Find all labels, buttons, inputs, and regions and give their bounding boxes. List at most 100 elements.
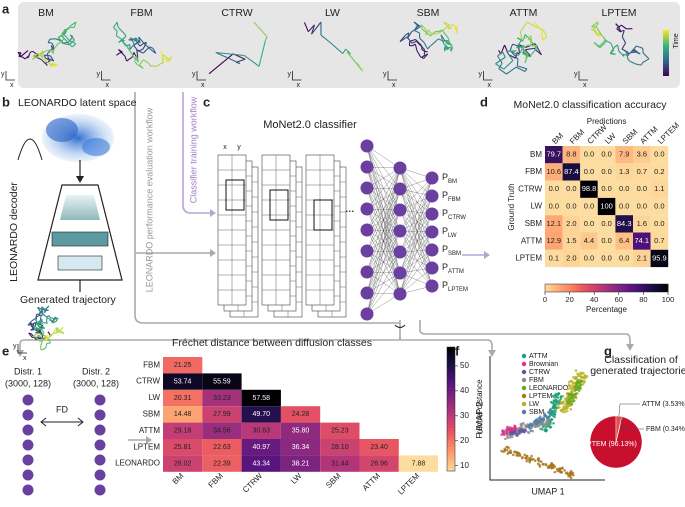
umap-point <box>541 428 544 431</box>
colorbar-segment <box>447 387 455 391</box>
umap-point <box>512 426 515 430</box>
output-subscript: ATTM <box>448 269 464 275</box>
trajectory-segment <box>39 58 42 61</box>
umap-point <box>518 454 522 457</box>
neuron <box>360 160 374 174</box>
trajectory-segment <box>642 48 644 54</box>
trajectory-segment <box>61 26 70 34</box>
umap-point <box>541 462 545 466</box>
trajectory-segment <box>54 64 58 67</box>
neuron <box>425 243 439 257</box>
connection <box>399 167 433 251</box>
cell-label: 74.1 <box>634 236 649 245</box>
legend-marker <box>521 385 527 391</box>
umap-point <box>569 399 572 403</box>
decoder-label: LEONARDO decoder <box>8 182 20 282</box>
neuron <box>425 171 439 185</box>
trajectory-segment <box>497 55 503 64</box>
umap-point <box>534 425 537 428</box>
trajectory-segment <box>447 24 453 30</box>
umap-point <box>549 412 553 416</box>
connection <box>399 188 433 233</box>
neuron <box>360 181 374 195</box>
heatmap-cell <box>650 215 669 233</box>
colorbar-segment <box>588 284 592 292</box>
connection <box>366 272 401 315</box>
colorbar-tick-label: 60 <box>615 295 623 304</box>
trajectory-segment <box>524 54 529 63</box>
heatmap-cell <box>597 215 616 233</box>
trajectory-segment <box>599 39 606 47</box>
connection <box>399 249 433 274</box>
umap-point <box>569 469 573 473</box>
umap-point <box>506 445 509 449</box>
neuron <box>425 225 439 239</box>
connection <box>399 195 433 232</box>
generated-trajectory-segment <box>33 322 37 325</box>
umap-point <box>510 431 513 435</box>
output-label: PCTRW <box>442 208 466 220</box>
umap-point <box>565 409 569 413</box>
trajectory-segment <box>116 52 120 56</box>
trajectory-segment <box>599 41 607 49</box>
legend-label: LEONARDO <box>529 385 569 392</box>
colorbar-segment <box>634 284 638 292</box>
colorbar-segment <box>447 353 455 357</box>
cell-label: 21.25 <box>174 362 192 369</box>
heatmap-cell <box>580 163 598 181</box>
trajectory-segment <box>49 38 56 40</box>
trajectory-segment <box>428 29 431 34</box>
trajectory-segment <box>342 48 347 54</box>
generated-trajectory-segment <box>53 329 58 332</box>
trajectory-segment <box>441 38 445 45</box>
colorbar-segment <box>447 347 455 351</box>
cell-label: 28.02 <box>174 460 192 467</box>
heatmap-cell <box>545 146 563 164</box>
umap-point <box>506 427 509 430</box>
trajectory-segment <box>162 56 170 63</box>
trajectory-segment <box>45 57 51 62</box>
umap-point <box>516 454 520 457</box>
neuron <box>393 161 407 175</box>
generated-trajectory-segment <box>52 317 56 323</box>
heatmap-cell <box>633 146 651 164</box>
trajectory-segment <box>113 21 118 28</box>
heatmap-cell <box>597 180 616 198</box>
trajectory-segment <box>139 64 144 69</box>
connection <box>399 167 433 215</box>
neuron <box>393 224 407 238</box>
trajectory-segment <box>596 44 600 47</box>
heatmap-cell <box>580 215 598 233</box>
heatmap-cell <box>650 232 669 250</box>
connection <box>399 167 433 233</box>
umap-point <box>577 381 580 384</box>
cell-label: 34.56 <box>213 428 231 435</box>
umap-point <box>559 409 563 412</box>
trajectory-segment <box>503 60 514 70</box>
colorbar-segment <box>584 284 589 292</box>
trajectory-segment <box>630 51 638 54</box>
colorbar-segment <box>447 436 455 441</box>
cell-label: 0.0 <box>637 202 647 211</box>
trajectory-segment <box>160 50 163 58</box>
time-colorbar <box>663 30 669 76</box>
split-line <box>399 320 631 352</box>
connection <box>399 231 433 274</box>
trajectory-segment <box>155 62 162 67</box>
generated-trajectory-segment <box>44 305 50 310</box>
legend-marker <box>521 361 527 367</box>
trajectory-segment <box>310 24 316 35</box>
embedding-node <box>94 454 106 466</box>
input-y-label: y <box>237 144 241 151</box>
trajectory-segment <box>71 43 77 48</box>
umap-point <box>567 383 571 387</box>
trajectory-segment <box>134 61 138 65</box>
output-symbol: P <box>442 262 448 272</box>
mini-axes <box>17 344 27 354</box>
trajectory-segment <box>624 50 630 56</box>
umap-point <box>571 381 575 385</box>
heatmap-cell <box>615 180 633 198</box>
trajectory-segment <box>432 38 439 44</box>
heatmap-cell <box>633 163 651 181</box>
generated-trajectory-segment <box>41 329 45 334</box>
